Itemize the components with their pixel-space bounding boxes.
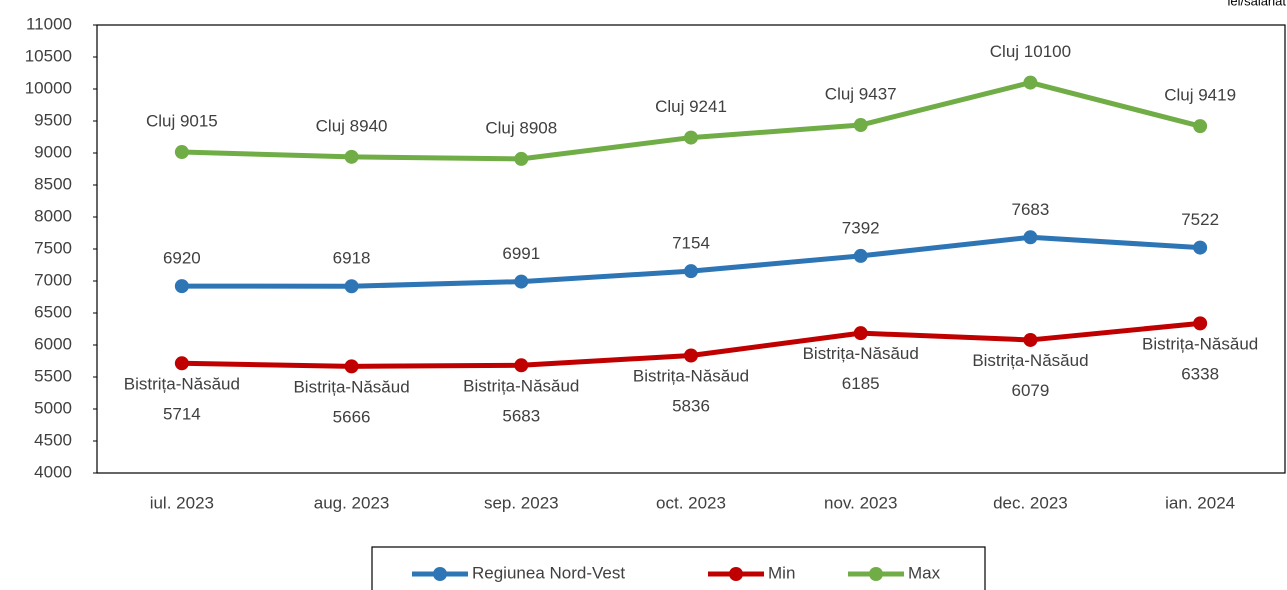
point	[514, 274, 529, 289]
y-tick-label: 6500	[34, 302, 72, 321]
legend-marker	[869, 567, 883, 581]
data-label: Cluj 9437	[825, 85, 897, 104]
point	[344, 279, 359, 294]
point	[853, 248, 868, 263]
legend-marker	[433, 567, 447, 581]
x-tick-label: dec. 2023	[993, 493, 1068, 512]
point	[684, 348, 698, 363]
y-tick-label: 5000	[34, 398, 72, 417]
y-tick-label: 8000	[34, 206, 72, 225]
point	[174, 279, 189, 294]
data-label: Bistrița-Năsăud 6185	[803, 345, 919, 394]
point	[853, 326, 868, 341]
legend-label: Min	[768, 563, 795, 582]
y-tick-label: 9000	[34, 142, 72, 161]
data-label: Cluj 10100	[990, 42, 1071, 61]
data-label: 7522	[1181, 210, 1219, 229]
y-tick-label: 4000	[34, 462, 72, 481]
point	[1023, 332, 1038, 347]
y-tick-label: 10000	[25, 78, 72, 97]
data-label: 7154	[672, 234, 710, 253]
point	[1193, 316, 1208, 331]
point	[514, 151, 529, 166]
point	[344, 149, 359, 164]
y-tick-label: 7000	[34, 270, 72, 289]
data-label: Bistrița-Năsăud 5666	[293, 378, 409, 427]
point	[684, 130, 698, 145]
y-tick-label: 11000	[26, 14, 72, 33]
point	[344, 359, 359, 374]
x-tick-label: ian. 2024	[1165, 493, 1235, 512]
point	[514, 358, 529, 373]
data-label: Cluj 9241	[655, 97, 727, 116]
legend-label: Max	[908, 563, 941, 582]
point	[174, 356, 189, 371]
y-tick-label: 5500	[34, 366, 72, 385]
y-tick-label: 6000	[34, 334, 72, 353]
point	[1023, 75, 1038, 90]
y-tick-label: 8500	[34, 174, 72, 193]
point	[1023, 230, 1038, 245]
data-label: Bistrița-Năsăud 5683	[463, 377, 579, 426]
x-tick-label: nov. 2023	[824, 493, 897, 512]
data-label: Bistrița-Năsăud 6338	[1142, 335, 1258, 384]
y-tick-label: 7500	[34, 238, 72, 257]
data-label: 7683	[1012, 200, 1050, 219]
x-tick-label: iul. 2023	[150, 493, 214, 512]
data-label: Bistrița-Năsăud 5836	[633, 367, 749, 416]
point	[853, 118, 868, 133]
legend-box	[371, 546, 986, 590]
data-label: 6991	[502, 244, 540, 263]
point	[1193, 119, 1208, 134]
data-label: Cluj 9419	[1164, 86, 1236, 105]
data-label: 6920	[163, 249, 201, 268]
x-tick-label: oct. 2023	[656, 493, 726, 512]
x-tick-label: aug. 2023	[314, 493, 390, 512]
point	[1193, 240, 1208, 255]
data-label: Cluj 9015	[146, 112, 218, 131]
x-tick-label: sep. 2023	[484, 493, 559, 512]
y-tick-label: 4500	[34, 430, 72, 449]
data-label: Bistrița-Năsăud 5714	[124, 375, 240, 424]
legend-marker	[729, 567, 743, 581]
data-label: 7392	[842, 218, 880, 237]
point	[174, 145, 189, 160]
unit-label: lei/salariat	[1227, 0, 1286, 8]
data-label: Bistrița-Năsăud 6079	[972, 351, 1088, 400]
y-tick-label: 9500	[34, 110, 72, 129]
data-label: Cluj 8908	[485, 118, 557, 137]
y-tick-label: 10500	[25, 46, 72, 65]
data-label: Cluj 8940	[316, 116, 388, 135]
legend-label: Regiunea Nord-Vest	[472, 563, 625, 582]
point	[684, 264, 698, 279]
data-label: 6918	[333, 249, 371, 268]
